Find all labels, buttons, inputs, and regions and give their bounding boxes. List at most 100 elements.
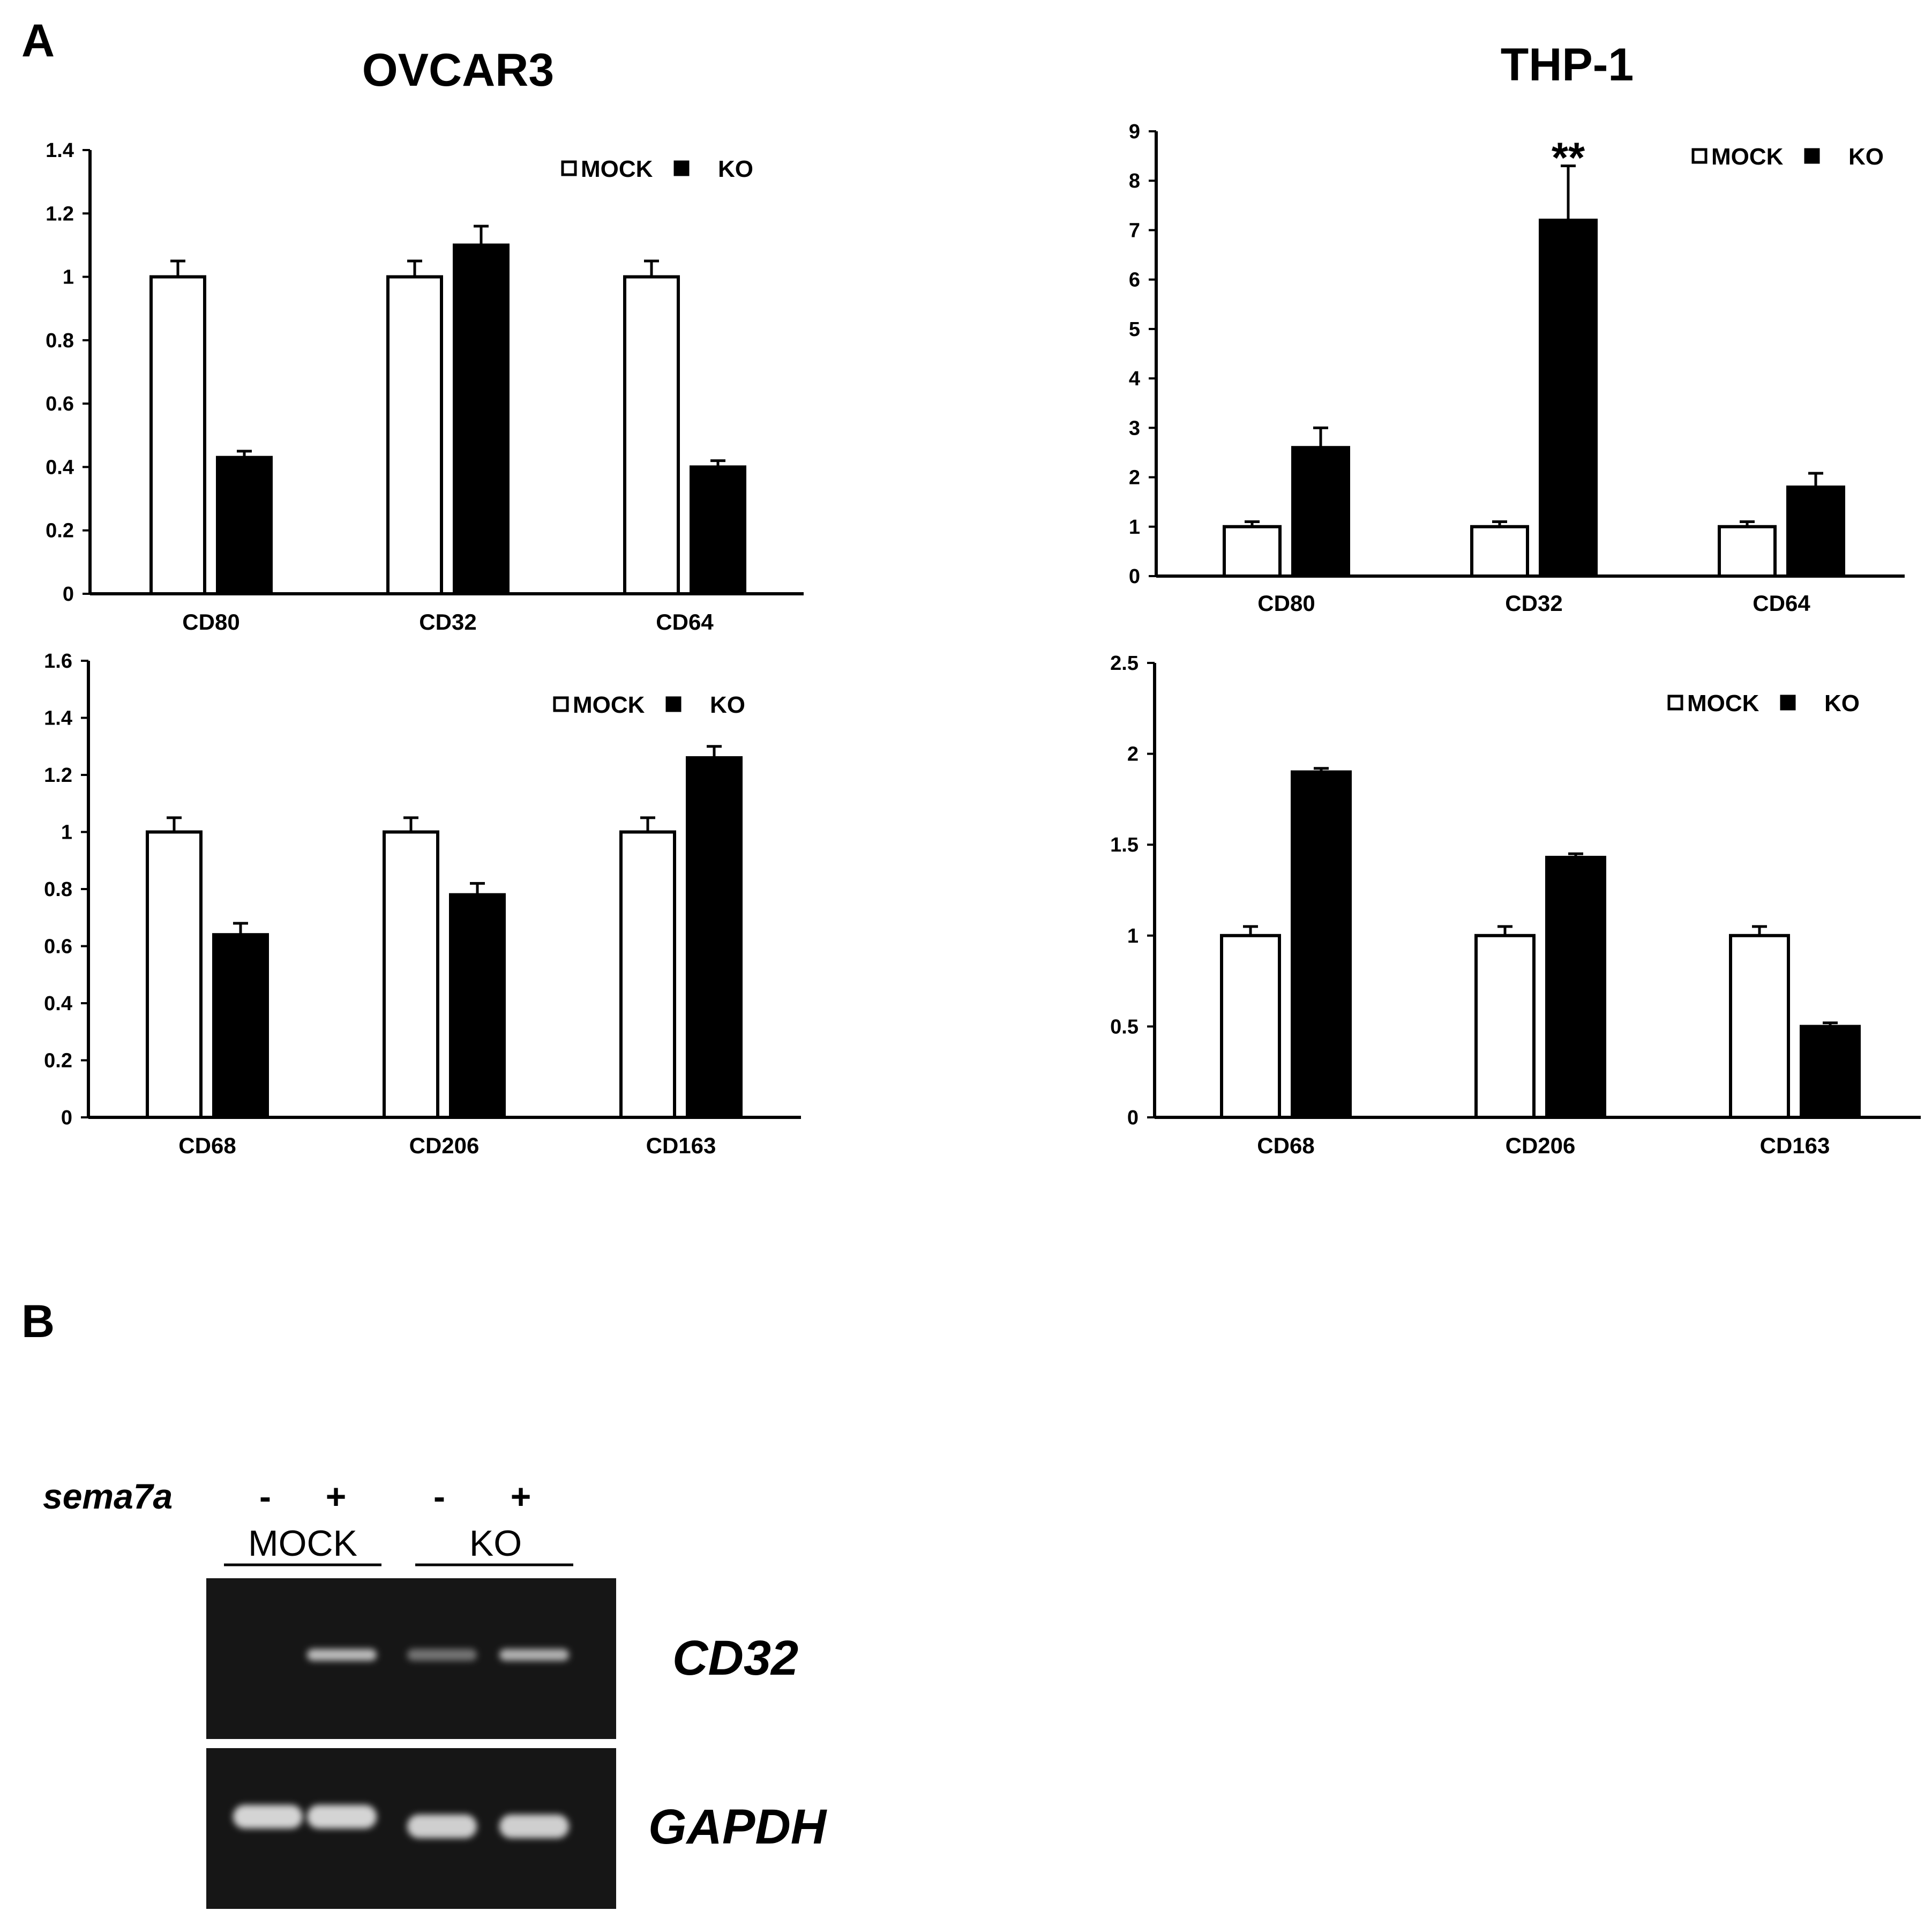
band-cd32-lane-2	[307, 1649, 377, 1661]
legend-label-ko: KO	[1848, 144, 1884, 170]
significance-marker: **	[1552, 134, 1585, 182]
gel-group-label-ko: KO	[469, 1523, 522, 1564]
bar-mock-cd163	[619, 830, 676, 1119]
bar-ko-cd163	[686, 756, 743, 1120]
lane-sign-1: -	[259, 1476, 271, 1516]
y-tick-label: 1	[61, 822, 72, 844]
bar-ko-cd64	[690, 465, 746, 596]
y-tick-label: 3	[1129, 417, 1140, 439]
bar-mock-cd32	[1470, 525, 1529, 578]
bar-mock-cd80	[1223, 525, 1282, 578]
gel-blot: sema7a - + - + MOCK KO CD32 GAPDH	[43, 1476, 828, 1909]
y-tick-label: 2.5	[1110, 652, 1139, 675]
bands-gapdh	[233, 1805, 569, 1838]
gel-row-label-cd32: CD32	[672, 1631, 798, 1685]
bar-ko-cd80	[1291, 446, 1350, 578]
category-label-cd64: CD64	[1753, 591, 1810, 616]
legend-swatch-mock	[1667, 695, 1683, 711]
band-gapdh-lane-1	[233, 1805, 303, 1829]
category-label-cd68: CD68	[178, 1133, 236, 1158]
y-tick-label: 0	[63, 583, 74, 606]
y-tick-label: 4	[1129, 368, 1140, 390]
category-label-cd32: CD32	[1505, 591, 1562, 616]
y-tick-label: 1.4	[46, 139, 74, 162]
category-label-cd163: CD163	[646, 1133, 716, 1158]
legend-label-mock: MOCK	[581, 156, 653, 182]
legend-swatch-ko	[665, 696, 682, 712]
gel-row-label-gapdh: GAPDH	[648, 1800, 828, 1854]
bar-mock-cd206	[383, 830, 439, 1119]
gel-sample-label: sema7a	[43, 1476, 173, 1516]
bar-ko-cd206	[449, 893, 506, 1120]
legend-swatch-ko	[673, 160, 690, 176]
legend-swatch-mock	[1691, 148, 1708, 164]
legend-label-mock: MOCK	[1711, 144, 1784, 170]
category-label-cd206: CD206	[409, 1133, 480, 1158]
band-gapdh-lane-2	[307, 1805, 377, 1829]
bar-ko-cd32	[453, 243, 510, 595]
category-label-cd163: CD163	[1760, 1133, 1830, 1158]
lane-sign-4: +	[511, 1476, 531, 1516]
panel-label-b: B	[21, 1296, 55, 1347]
band-gapdh-lane-4	[499, 1815, 569, 1838]
chart-thp1-cd80-cd32-cd64: 0 1 2 3 4 5 6 7 8 9 CD80 ** CD32 CD64 MOCK KO	[1129, 121, 1905, 616]
cell-line-title-ovcar3: OVCAR3	[362, 44, 554, 96]
cell-line-title-thp1: THP-1	[1501, 39, 1634, 91]
band-gapdh-lane-3	[407, 1815, 477, 1838]
bar-mock-cd163	[1729, 934, 1790, 1120]
legend-swatch-ko	[1780, 695, 1796, 711]
panel-label-a: A	[21, 15, 55, 66]
y-tick-label: 1.6	[44, 650, 72, 673]
bar-mock-cd64	[1718, 525, 1777, 578]
bar-mock-cd68	[1220, 934, 1281, 1120]
y-tick-label: 0.4	[46, 456, 74, 479]
lane-sign-2: +	[326, 1476, 347, 1516]
bar-ko-cd32	[1539, 219, 1598, 578]
chart-thp1-cd68-cd206-cd163: 0 0.5 1 1.5 2 2.5 CD68 CD206 CD163 MOCK KO	[1110, 652, 1921, 1158]
bar-mock-cd32	[386, 275, 443, 595]
bar-mock-cd80	[149, 275, 206, 595]
chart-ovcar3-cd68-cd206-cd163: 0 0.2 0.4 0.6 0.8 1 1.2 1.4 1.6 CD68 CD206 CD163 MOC…	[44, 650, 801, 1158]
y-tick-label: 2	[1129, 467, 1140, 489]
y-tick-label: 1	[63, 266, 74, 289]
y-tick-label: 5	[1129, 318, 1140, 341]
y-tick-label: 0.8	[46, 330, 74, 352]
legend-swatch-mock	[553, 696, 569, 712]
bar-mock-cd64	[623, 275, 680, 595]
category-label-cd32: CD32	[419, 609, 476, 635]
y-tick-label: 9	[1129, 121, 1140, 143]
bar-ko-cd206	[1545, 855, 1606, 1119]
category-label-cd68: CD68	[1257, 1133, 1314, 1158]
legend-label-mock: MOCK	[573, 692, 645, 718]
y-tick-label: 0.6	[46, 393, 74, 415]
band-cd32-lane-3	[407, 1649, 477, 1661]
lane-sign-3: -	[433, 1476, 445, 1516]
y-tick-label: 0.4	[44, 992, 72, 1015]
y-tick-label: 0	[1127, 1107, 1139, 1129]
y-tick-label: 1.2	[46, 203, 74, 225]
y-tick-label: 0	[1129, 565, 1140, 588]
y-tick-label: 8	[1129, 170, 1140, 192]
y-tick-label: 0.8	[44, 878, 72, 901]
y-tick-label: 1.4	[44, 707, 72, 730]
y-tick-label: 1.5	[1110, 834, 1139, 856]
y-tick-label: 0.5	[1110, 1016, 1139, 1038]
gel-group-label-mock: MOCK	[248, 1523, 357, 1564]
y-tick-label: 1	[1129, 516, 1140, 539]
bar-ko-cd68	[1291, 770, 1352, 1119]
y-tick-label: 0.2	[46, 520, 74, 542]
bar-mock-cd206	[1474, 934, 1536, 1120]
bar-mock-cd68	[146, 830, 203, 1119]
bar-ko-cd80	[216, 456, 273, 596]
y-tick-label: 7	[1129, 219, 1140, 242]
band-cd32-lane-4	[499, 1649, 569, 1661]
category-label-cd80: CD80	[182, 609, 239, 635]
chart-ovcar3-cd80-cd32-cd64: 0 0.2 0.4 0.6 0.8 1 1.2 1.4 CD80 CD32 CD64 MOCK KO	[46, 139, 804, 635]
category-label-cd64: CD64	[656, 609, 714, 635]
category-label-cd206: CD206	[1506, 1133, 1576, 1158]
legend-label-ko: KO	[718, 156, 753, 182]
y-tick-label: 0.6	[44, 936, 72, 958]
bands-cd32	[307, 1649, 569, 1661]
bar-ko-cd68	[212, 933, 269, 1119]
